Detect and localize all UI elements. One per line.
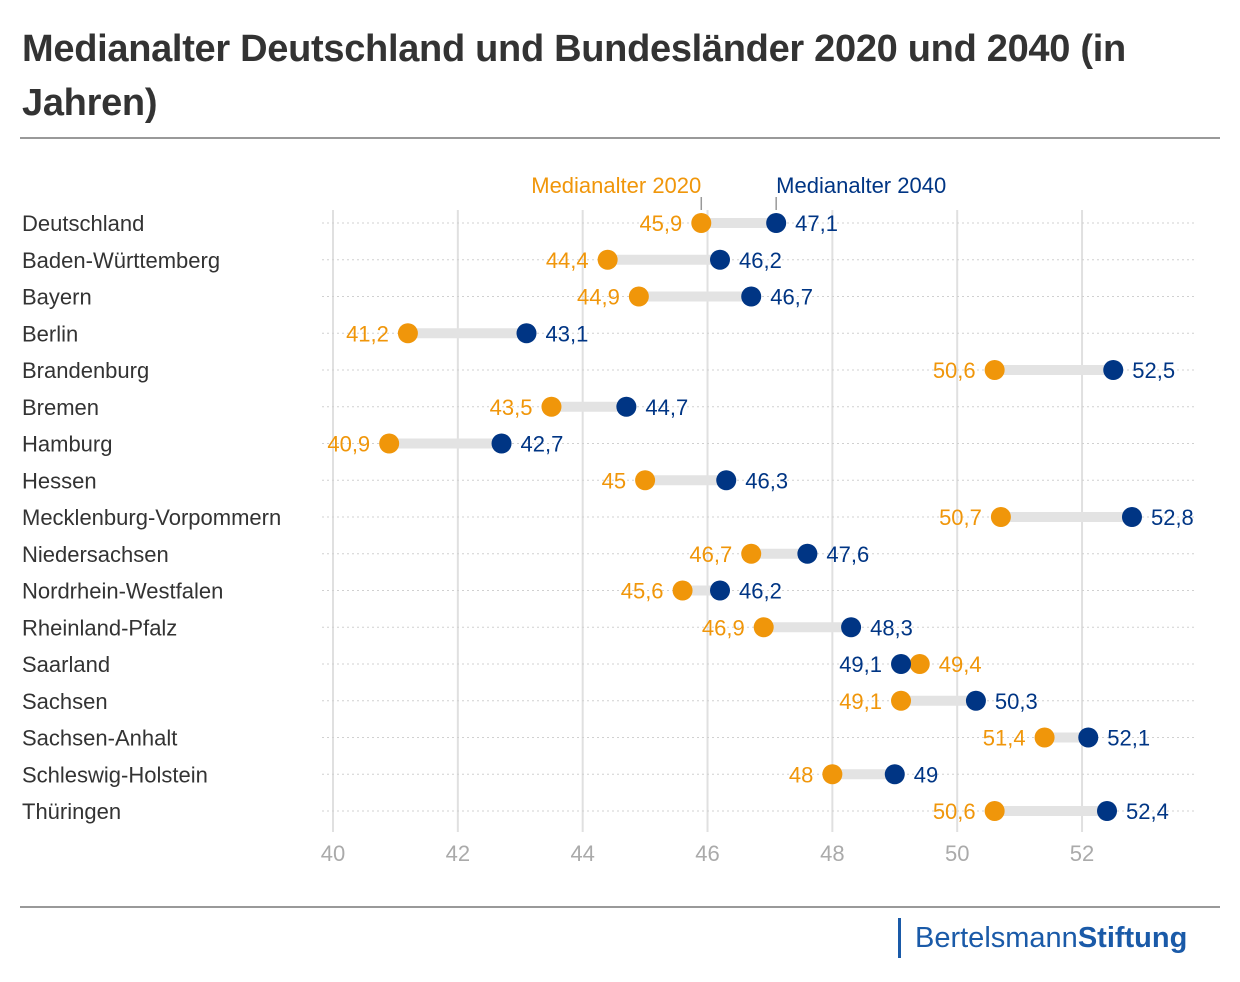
label-2040: 52,4	[1126, 799, 1169, 824]
dot-2040	[491, 433, 512, 454]
dot-2040	[884, 764, 905, 785]
dumbbell-chart: 40 42 44 46 48 50 52 Deutschland 45,9 47,1 Baden-W…	[22, 173, 1195, 866]
label-2020: 48	[789, 762, 813, 787]
category-label: Deutschland	[22, 211, 144, 236]
dot-2040	[1078, 727, 1099, 748]
category-label: Hessen	[22, 468, 97, 493]
dot-2040	[710, 580, 731, 601]
legend-2020: Medianalter 2020	[531, 173, 701, 198]
dot-2020	[741, 543, 762, 564]
category-label: Niedersachsen	[22, 542, 169, 567]
label-2040: 43,1	[546, 321, 589, 346]
x-tick-label: 46	[695, 841, 719, 866]
dot-2020	[984, 360, 1005, 380]
category-label: Rheinland-Pfalz	[22, 615, 177, 640]
category-label: Hamburg	[22, 432, 112, 457]
dot-2020	[909, 654, 930, 674]
label-2020: 44,4	[546, 248, 589, 273]
dot-2020	[635, 470, 656, 491]
label-2040: 49,1	[839, 652, 882, 677]
x-tick-label: 52	[1070, 841, 1094, 866]
x-tick-label: 42	[446, 841, 470, 866]
x-tick-label: 48	[820, 841, 844, 866]
label-2020: 44,9	[577, 285, 620, 310]
category-label: Bremen	[22, 395, 99, 420]
label-2040: 42,7	[521, 432, 564, 457]
label-2040: 48,3	[870, 615, 913, 640]
label-2040: 52,8	[1151, 505, 1194, 530]
category-label: Mecklenburg-Vorpommern	[22, 505, 281, 530]
category-label: Berlin	[22, 321, 78, 346]
category-label: Thüringen	[22, 799, 121, 824]
bottom-divider	[20, 906, 1220, 908]
dot-2040	[841, 617, 862, 638]
label-2040: 46,2	[739, 579, 782, 604]
label-2020: 50,7	[939, 505, 982, 530]
dot-2020	[1034, 727, 1055, 748]
dot-2040	[1097, 801, 1118, 821]
category-label: Nordrhein-Westfalen	[22, 579, 223, 604]
label-2040: 47,6	[826, 542, 869, 567]
label-2020: 46,9	[702, 615, 745, 640]
dot-2040	[891, 654, 912, 674]
dot-2020	[397, 323, 418, 344]
category-label: Bayern	[22, 285, 92, 310]
dot-2040	[710, 249, 731, 270]
label-2040: 46,3	[745, 468, 788, 493]
dot-2040	[1121, 507, 1142, 527]
x-tick-label: 40	[321, 841, 345, 866]
label-2020: 51,4	[983, 726, 1026, 751]
label-2040: 52,1	[1107, 726, 1150, 751]
dot-2040	[741, 286, 762, 307]
label-2020: 45,6	[621, 579, 664, 604]
top-divider	[20, 137, 1220, 139]
dot-2040	[716, 470, 737, 491]
category-label: Baden-Württemberg	[22, 248, 220, 273]
x-tick-label: 50	[945, 841, 969, 866]
legend-2040: Medianalter 2040	[776, 173, 946, 198]
label-2040: 52,5	[1132, 358, 1175, 383]
category-label: Saarland	[22, 652, 110, 677]
label-2020: 50,6	[933, 799, 976, 824]
label-2040: 47,1	[795, 211, 838, 236]
dot-2020	[597, 249, 618, 270]
dot-2020	[990, 507, 1011, 527]
label-2040: 49	[914, 762, 938, 787]
label-2020: 50,6	[933, 358, 976, 383]
dot-2040	[516, 323, 537, 344]
dot-2020	[672, 580, 693, 601]
label-2020: 49,4	[939, 652, 982, 677]
dot-2040	[1103, 360, 1124, 380]
x-tick-label: 44	[570, 841, 594, 866]
label-2040: 46,7	[770, 285, 813, 310]
label-2020: 40,9	[327, 432, 370, 457]
label-2020: 46,7	[689, 542, 732, 567]
category-label: Schleswig-Holstein	[22, 762, 208, 787]
label-2020: 41,2	[346, 321, 389, 346]
dot-2020	[891, 690, 912, 711]
dot-2020	[984, 801, 1005, 821]
dot-2020	[691, 213, 712, 233]
label-2020: 49,1	[839, 689, 882, 714]
category-label: Brandenburg	[22, 358, 149, 383]
label-2020: 43,5	[490, 395, 533, 420]
chart-title: Medianalter Deutschland und Bundesländer…	[22, 28, 1126, 124]
label-2040: 50,3	[995, 689, 1038, 714]
label-2020: 45,9	[639, 211, 682, 236]
dot-2040	[965, 690, 986, 711]
category-label: Sachsen	[22, 689, 108, 714]
dot-2020	[541, 396, 562, 417]
label-2020: 45	[602, 468, 626, 493]
dot-2020	[628, 286, 649, 307]
dot-2040	[616, 396, 637, 417]
label-2040: 44,7	[645, 395, 688, 420]
dot-2040	[766, 213, 787, 233]
label-2040: 46,2	[739, 248, 782, 273]
dot-2020	[753, 617, 774, 638]
category-label: Sachsen-Anhalt	[22, 726, 177, 751]
dot-2040	[797, 543, 818, 564]
dot-2020	[822, 764, 843, 785]
dot-2020	[379, 433, 400, 454]
bertelsmann-stiftung-logo: BertelsmannStiftung	[898, 918, 1187, 958]
